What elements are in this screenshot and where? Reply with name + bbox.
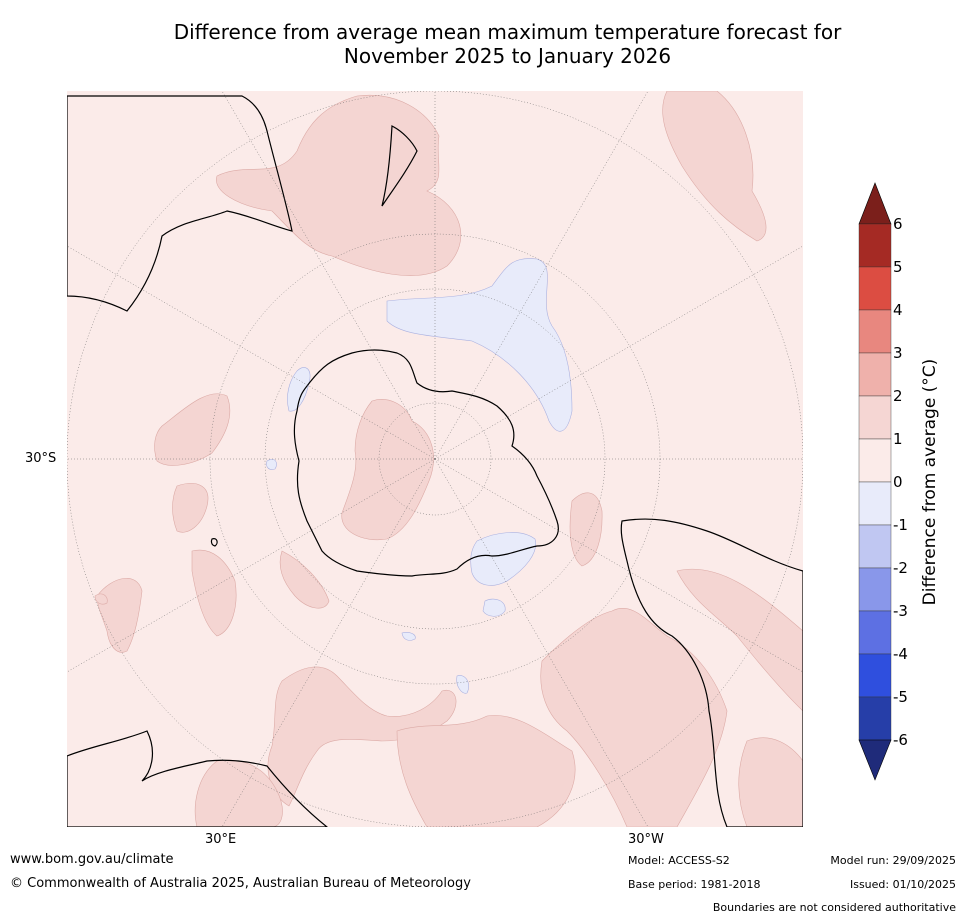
colorbar-band xyxy=(858,567,892,612)
meridian-9 xyxy=(221,458,436,827)
meridian-5 xyxy=(434,91,649,460)
colorbar-band xyxy=(858,696,892,741)
africa-coastline xyxy=(67,730,328,827)
colorbar-band xyxy=(858,653,892,698)
warm-region-west-2 xyxy=(191,549,237,637)
colorbar-tick-label: 0 xyxy=(893,473,903,491)
cool-region-weddell-sea xyxy=(470,532,536,586)
latitude-ring-80s xyxy=(378,402,492,516)
antarctica-coastline xyxy=(293,349,559,577)
website-link[interactable]: www.bom.gov.au/climate xyxy=(10,852,174,867)
model-run-text: Model run: 29/09/2025 xyxy=(830,854,956,867)
colorbar-tick-label: 3 xyxy=(893,344,903,362)
colorbar-tick-label: -4 xyxy=(893,645,908,663)
colorbar-tick-label: 5 xyxy=(893,258,903,276)
lon-label-30w: 30°W xyxy=(628,832,664,847)
warm-region-south-africa xyxy=(194,759,283,827)
new-zealand-coastline xyxy=(381,125,418,207)
south-america-coastline xyxy=(620,518,803,827)
colorbar-tick-label: -3 xyxy=(893,602,908,620)
colorbar-tick-label: -2 xyxy=(893,559,908,577)
cool-region-3 xyxy=(456,675,469,694)
base-period-text: Base period: 1981-2018 xyxy=(628,878,761,891)
disclaimer-text: Boundaries are not considered authoritat… xyxy=(712,901,956,914)
meridian-11 xyxy=(67,245,436,460)
meridian-7 xyxy=(434,458,803,673)
warm-region-small xyxy=(94,593,108,605)
cool-region-4 xyxy=(401,632,416,641)
australia-coastline xyxy=(67,95,293,312)
cool-region-1 xyxy=(287,367,311,412)
lon-label-30e: 30°E xyxy=(205,832,237,847)
warm-region-east-1 xyxy=(569,492,603,567)
colorbar-band xyxy=(858,610,892,655)
colorbar-tick-label: 4 xyxy=(893,301,903,319)
meridian-4 xyxy=(221,91,436,460)
copyright-text: © Commonwealth of Australia 2025, Austra… xyxy=(10,876,471,891)
colorbar-tick-label: 2 xyxy=(893,387,903,405)
colorbar-under-arrow xyxy=(858,739,892,781)
anomaly-cool-regions xyxy=(266,258,573,694)
warm-region-south-america-coast xyxy=(540,608,728,827)
colorbar-tick-label: 1 xyxy=(893,430,903,448)
warm-region-west-3 xyxy=(279,550,330,609)
cool-region-2 xyxy=(482,598,506,617)
meridian-6 xyxy=(434,245,803,460)
colorbar-label: Difference from average (°C) xyxy=(920,359,940,606)
cool-region-5 xyxy=(266,459,277,470)
colorbar-tick-label: -1 xyxy=(893,516,908,534)
graticule xyxy=(67,91,803,827)
colorbar-band xyxy=(858,352,892,397)
lat-label-30s: 30°S xyxy=(25,451,57,466)
colorbar-ticks: 6 5 4 3 2 1 0 -1 -2 -3 -4 -5 -6 xyxy=(893,215,908,749)
colorbar-tick-label: -5 xyxy=(893,688,908,706)
warm-region-west-4 xyxy=(96,577,143,653)
colorbar-band xyxy=(858,223,892,268)
latitude-ring-70s xyxy=(264,288,606,630)
warm-region-west-1 xyxy=(172,483,209,533)
colorbar-over-arrow xyxy=(858,182,892,225)
warm-region-far-east xyxy=(738,737,803,827)
title-line-1: Difference from average mean maximum tem… xyxy=(173,20,842,44)
colorbar: 6 5 4 3 2 1 0 -1 -2 -3 -4 -5 -6 Difference from aver… xyxy=(858,182,940,781)
colorbar-band xyxy=(858,395,892,440)
cool-region-south-pacific xyxy=(386,258,573,432)
warm-region-atlantic-center xyxy=(396,715,576,827)
colorbar-band xyxy=(858,481,892,526)
warm-region-pacific-ne xyxy=(662,91,767,242)
colorbar-band xyxy=(858,309,892,354)
colorbar-tick-label: -6 xyxy=(893,731,908,749)
coastlines xyxy=(67,95,803,827)
warm-region-south-america-east xyxy=(676,568,803,712)
map-title: Difference from average mean maximum tem… xyxy=(60,20,955,68)
colorbar-band xyxy=(858,524,892,569)
anomaly-warm-regions xyxy=(94,91,803,827)
model-text: Model: ACCESS-S2 xyxy=(628,854,730,867)
warm-region-antarctica xyxy=(341,399,434,541)
colorbar-bands xyxy=(858,223,892,741)
colorbar-tick-label: 6 xyxy=(893,215,903,233)
title-line-2: November 2025 to January 2026 xyxy=(343,44,672,68)
warm-region-indian-ocean xyxy=(154,393,231,466)
issued-text: Issued: 01/10/2025 xyxy=(849,878,956,891)
colorbar-band xyxy=(858,266,892,311)
madagascar-coastline xyxy=(210,538,218,547)
warm-region-new-zealand xyxy=(216,94,462,276)
meridian-10 xyxy=(67,458,436,673)
colorbar-band xyxy=(858,438,892,483)
polar-map xyxy=(67,91,803,827)
meridian-8 xyxy=(434,458,649,827)
